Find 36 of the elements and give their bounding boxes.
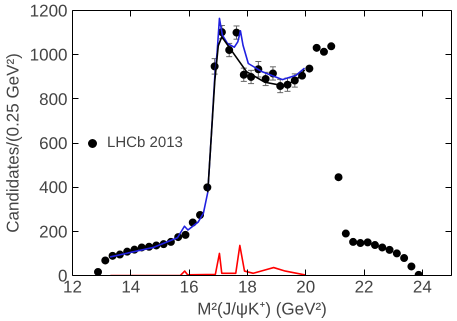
point <box>181 230 190 239</box>
y-tick-label: 200 <box>39 222 68 242</box>
x-tick-label: 16 <box>180 278 199 296</box>
point <box>320 48 328 56</box>
y-tick-label: 1200 <box>30 2 68 20</box>
x-tick-label: 18 <box>238 278 257 296</box>
y-axis-title: Candidates/(0.25 GeV²) <box>4 53 23 233</box>
point <box>94 268 102 276</box>
legend-label: LHCb 2013 <box>107 134 183 151</box>
y-tick-label: 800 <box>39 90 68 109</box>
point <box>232 28 240 37</box>
point <box>364 238 372 246</box>
point <box>400 254 408 262</box>
point <box>392 249 401 258</box>
point <box>334 173 343 182</box>
y-tick-label: 600 <box>39 134 68 153</box>
x-axis-title: M²(J/ψK⁺) (GeV²) <box>197 300 327 318</box>
line-series <box>110 244 307 276</box>
point <box>342 230 350 238</box>
x-tick-label: 22 <box>354 278 374 296</box>
point <box>101 256 110 264</box>
y-tick-label: 1000 <box>30 46 68 65</box>
y-tick-label: 400 <box>39 178 68 198</box>
x-tick-label: 14 <box>121 278 140 296</box>
x-tick-label: 24 <box>412 278 432 296</box>
point <box>305 64 314 73</box>
point <box>327 42 336 50</box>
point <box>407 262 416 270</box>
point <box>349 238 358 246</box>
point <box>378 243 386 252</box>
point <box>240 70 248 79</box>
point <box>356 239 364 248</box>
point <box>370 241 379 250</box>
point <box>312 44 321 52</box>
point <box>386 246 394 254</box>
x-tick-label: 20 <box>296 278 316 296</box>
